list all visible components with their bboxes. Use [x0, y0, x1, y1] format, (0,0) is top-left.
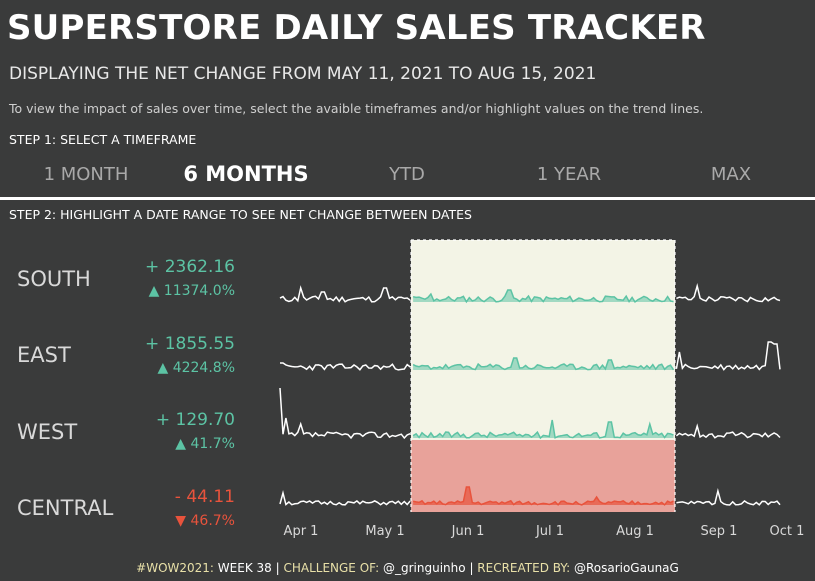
pct-change-west: ▲ 41.7%: [175, 436, 235, 452]
page-subtitle: DISPLAYING THE NET CHANGE FROM MAY 11, 2…: [9, 64, 597, 84]
sparkline-line-2-0[interactable]: [279, 387, 411, 440]
footer-challenge-by: @_gringuinho: [383, 561, 466, 575]
footer-sep-1: |: [275, 561, 284, 575]
pct-change-south: ▲ 11374.0%: [148, 283, 235, 299]
sparkline-highlight-line-0[interactable]: [412, 289, 674, 304]
sparkline-line-1-1[interactable]: [675, 341, 781, 371]
axis-label-sep: Sep 1: [701, 524, 738, 539]
net-change-west: + 129.70: [155, 410, 235, 430]
highlight-band[interactable]: [411, 240, 675, 440]
sparkline-chart[interactable]: Apr 1 May 1 Jun 1 Jul 1 Aug 1 Sep 1 Oct …: [0, 0, 815, 560]
pct-change-east: ▲ 4224.8%: [157, 360, 235, 376]
sparkline-line-2-1[interactable]: [675, 423, 781, 439]
net-change-central: - 44.11: [174, 487, 235, 507]
step2-label: STEP 2: HIGHLIGHT A DATE RANGE TO SEE NE…: [9, 207, 472, 222]
sparkline-line-3-1[interactable]: [676, 488, 781, 506]
region-label-west: WEST: [17, 420, 78, 444]
axis-label-aug: Aug 1: [616, 524, 654, 539]
sparkline-line-3-0[interactable]: [279, 490, 411, 506]
timeframe-1-year[interactable]: 1 YEAR: [536, 164, 602, 185]
net-change-east: + 1855.55: [145, 334, 235, 354]
footer: #WOW2021: WEEK 38 | CHALLENGE OF: @_grin…: [0, 561, 815, 575]
footer-recreated-by: @RosarioGaunaG: [573, 561, 679, 575]
axis-label-may: May 1: [365, 524, 404, 539]
axis-label-oct: Oct 1: [770, 524, 805, 539]
region-label-east: EAST: [17, 343, 71, 367]
footer-recreated-label: RECREATED BY:: [477, 561, 571, 575]
sparkline-area-0: [413, 290, 674, 302]
sparkline-line-0-1[interactable]: [676, 283, 781, 303]
footer-week: WEEK 38: [217, 561, 272, 575]
sparkline-line-0-0[interactable]: [279, 285, 411, 303]
footer-hashtag: #WOW2021:: [136, 561, 214, 575]
sparkline-highlight-line-2[interactable]: [412, 419, 674, 440]
region-label-central: CENTRAL: [17, 496, 114, 520]
net-change-south: + 2362.16: [145, 257, 235, 277]
footer-sep-2: |: [469, 561, 478, 575]
instructions-text: To view the impact of sales over time, s…: [9, 101, 704, 116]
timeframe-1-month[interactable]: 1 MONTH: [43, 164, 129, 185]
region-label-south: SOUTH: [17, 267, 91, 291]
axis-label-apr: Apr 1: [284, 524, 319, 539]
sparkline-highlight-line-1[interactable]: [412, 357, 675, 371]
timeframe-ytd[interactable]: YTD: [389, 164, 425, 185]
sparkline-line-1-0[interactable]: [280, 362, 411, 372]
sparkline-highlight-line-3[interactable]: [412, 486, 674, 506]
negative-band[interactable]: [411, 440, 675, 512]
step1-label: STEP 1: SELECT A TIMEFRAME: [9, 132, 197, 147]
axis-label-jun: Jun 1: [451, 524, 485, 539]
pct-change-central: ▼ 46.7%: [175, 513, 235, 529]
footer-challenge-label: CHALLENGE OF:: [283, 561, 380, 575]
divider: [0, 197, 815, 200]
timeframe-max[interactable]: MAX: [710, 164, 752, 185]
page-title: SUPERSTORE DAILY SALES TRACKER: [7, 8, 706, 48]
timeframe-6-months[interactable]: 6 MONTHS: [183, 162, 309, 186]
axis-label-jul: Jul 1: [535, 524, 564, 539]
